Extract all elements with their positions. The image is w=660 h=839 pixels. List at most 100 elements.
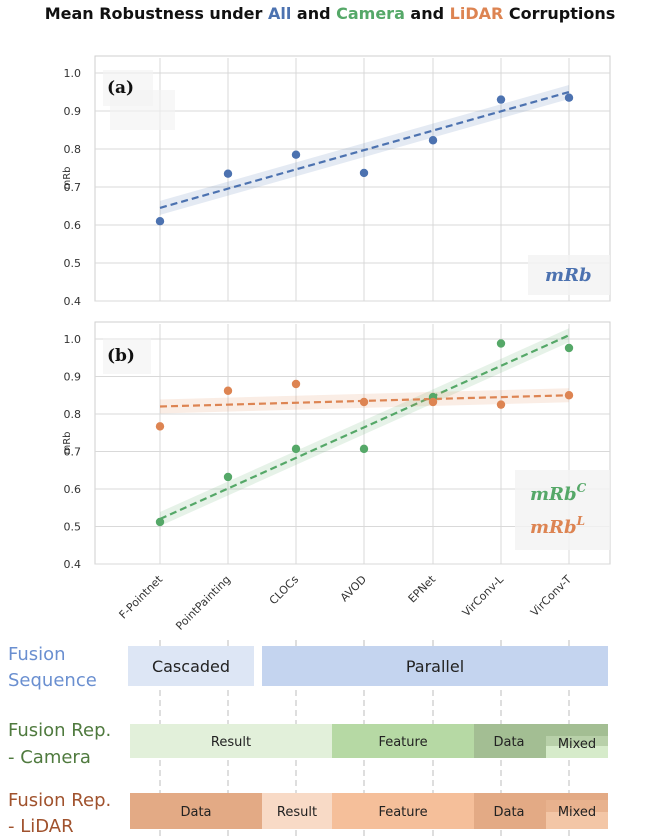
x-tick-label: AVOD: [338, 573, 369, 604]
panel-a-label: (a): [107, 78, 134, 98]
panel-b-y-axis-label: mRb: [62, 431, 73, 454]
x-tick-label: PointPainting: [173, 573, 233, 633]
camera-mixed-text: Mixed: [558, 737, 596, 752]
chart-title: Mean Robustness under All and Camera and…: [0, 4, 660, 26]
trend-line: [159, 334, 570, 521]
title-and-2: and: [404, 4, 450, 23]
lidar-mixed-text: Mixed: [558, 805, 596, 820]
legend-lidar-base: mRb: [530, 517, 577, 538]
camera-mixed-band: [546, 736, 608, 746]
x-tick-label: EPNet: [406, 572, 439, 605]
legend-camera-sup: C: [577, 481, 587, 495]
lidar-feature-box: [332, 793, 474, 829]
sequence-parallel-text: Parallel: [406, 657, 464, 676]
data-point: [428, 136, 438, 145]
data-point: [155, 217, 165, 226]
panel-a-y-ticks: 0.4 0.5 0.6 0.7 0.8 0.9 1.0: [64, 67, 82, 308]
title-lidar: LiDAR: [449, 4, 504, 23]
title-suffix: Corruptions: [503, 4, 616, 23]
lidar-row-label-1: Fusion Rep.: [8, 790, 111, 811]
camera-feature-box: [332, 724, 474, 758]
data-point: [428, 397, 438, 407]
panel-a-legend-mrb: mRb: [545, 265, 592, 286]
data-point: [223, 386, 233, 395]
panel-b: 0.40.50.60.70.80.91.0 mRb (b) mRbC mRbL: [62, 321, 611, 571]
camera-row-label-2: - Camera: [8, 747, 91, 768]
data-point: [291, 150, 301, 159]
y-tick-label: 1.0: [64, 67, 82, 80]
panel-a-legend-box: [528, 255, 610, 295]
y-tick-label: 0.8: [64, 143, 82, 156]
title-and-1: and: [291, 4, 337, 23]
x-tick-labels: F-Pointnet PointPainting CLOCs AVOD EPNet Vir…: [117, 572, 575, 632]
panel-b-label: (b): [107, 346, 135, 366]
title-all: All: [267, 4, 292, 23]
panel-b-label-box: [103, 338, 151, 374]
x-tick-label: F-Pointnet: [117, 572, 166, 621]
y-tick-label: 0.7: [64, 181, 82, 194]
y-tick-label: 0.9: [64, 105, 82, 118]
camera-feature-text: Feature: [378, 735, 427, 750]
data-point: [564, 93, 574, 102]
x-tick-label: VirConv-L: [460, 572, 507, 619]
sequence-parallel-box: [262, 646, 608, 686]
data-point: [496, 400, 506, 409]
y-tick-label: 0.5: [64, 521, 82, 534]
sequence-cascaded-text: Cascaded: [152, 657, 230, 676]
trend-line: [159, 90, 570, 209]
y-tick-label: 0.4: [64, 558, 82, 571]
panel-a: 0.4 0.5 0.6 0.7 0.8 0.9 1.0 mRb (a) mRb: [62, 55, 611, 308]
panel-b-legend-camera: mRbC: [530, 481, 587, 505]
panel-b-legend-box: [515, 470, 610, 550]
data-point: [496, 95, 506, 104]
y-tick-label: 0.9: [64, 371, 82, 384]
camera-result-text: Result: [211, 735, 251, 750]
panel-a-points: [155, 93, 574, 226]
data-point: [291, 379, 301, 389]
y-tick-label: 0.6: [64, 219, 82, 232]
data-point: [359, 168, 369, 178]
sequence-cascaded-box: [128, 646, 254, 686]
panel-b-legend-lidar: mRbL: [530, 514, 585, 538]
y-tick-label: 0.7: [64, 446, 82, 459]
data-point: [564, 391, 574, 400]
data-point: [155, 517, 165, 527]
y-tick-label: 0.6: [64, 483, 82, 496]
y-tick-label: 1.0: [64, 333, 82, 346]
panel-b-points: [155, 339, 574, 527]
data-point: [496, 339, 506, 348]
y-tick-label: 0.4: [64, 295, 82, 308]
title-camera: Camera: [336, 4, 405, 23]
lidar-row-label-2: - LiDAR: [8, 816, 74, 837]
legend-camera-base: mRb: [530, 484, 577, 505]
panel-a-y-axis-label: mRb: [62, 166, 73, 189]
lidar-mixed-band: [546, 800, 608, 812]
sequence-row-label-1: Fusion: [8, 644, 66, 665]
data-point: [223, 169, 233, 178]
panel-a-label-shade: [110, 90, 175, 130]
data-point: [564, 343, 574, 353]
y-tick-label: 0.5: [64, 257, 82, 270]
data-point: [359, 444, 369, 454]
sequence-row-label-2: Sequence: [8, 670, 97, 691]
x-tick-label: CLOCs: [267, 573, 301, 607]
lidar-result-text: Result: [277, 805, 317, 820]
panel-a-trends: [159, 85, 570, 215]
camera-result-box: [130, 724, 332, 758]
data-point: [359, 397, 369, 407]
data-point: [223, 472, 233, 482]
camera-data-text: Data: [493, 735, 524, 750]
lidar-feature-text: Feature: [378, 805, 427, 820]
panel-b-y-ticks: 0.4 0.5 0.6 0.7 0.8 0.9 1.0: [64, 333, 82, 571]
legend-lidar-sup: L: [576, 514, 585, 528]
data-point: [155, 422, 165, 431]
data-point: [291, 444, 301, 454]
title-prefix: Mean Robustness under: [44, 4, 268, 23]
lidar-data-box-1: [130, 793, 262, 829]
fusion-taxonomy: Fusion Sequence Cascaded Parallel Fusion…: [8, 644, 608, 837]
lidar-data-text-2: Data: [493, 805, 524, 820]
lidar-result-box: [262, 793, 332, 829]
lidar-data-text-1: Data: [180, 805, 211, 820]
camera-row-label-1: Fusion Rep.: [8, 720, 111, 741]
